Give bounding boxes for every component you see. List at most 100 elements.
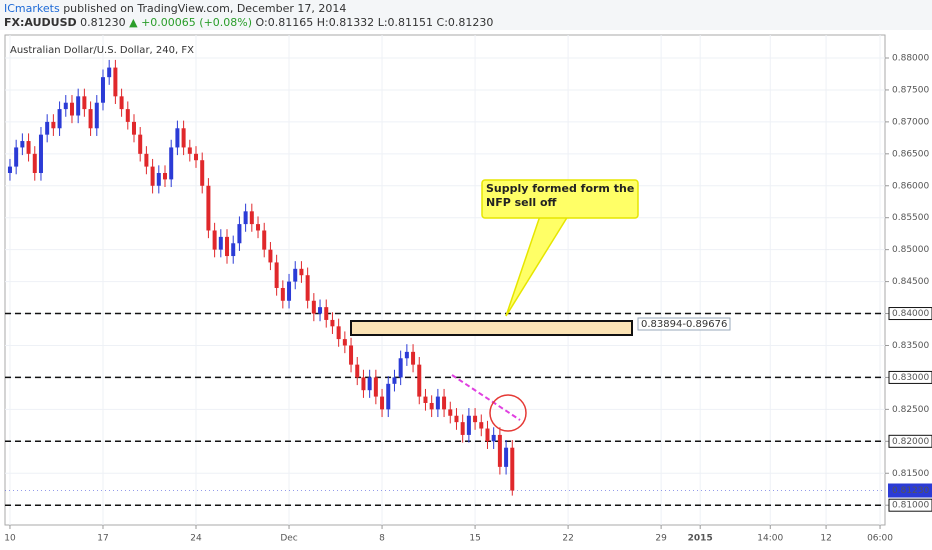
change: +0.00065 (+0.08%) (141, 16, 252, 29)
candle-body (485, 428, 490, 442)
quote-line: FX:AUDUSD 0.81230 ▲ +0.00065 (+0.08%) O:… (4, 16, 493, 29)
candle-body (280, 287, 285, 301)
candle-body (113, 67, 118, 97)
trend-line (451, 374, 521, 421)
candle-body (479, 422, 484, 429)
candle-body (169, 147, 174, 180)
y-tick-label: 0.82500 (892, 405, 929, 415)
candle-body (131, 121, 136, 135)
callout-box (481, 179, 639, 219)
candle-body (305, 275, 310, 301)
header-line: ICmarkets published on TradingView.com, … (4, 2, 346, 15)
candle-body (45, 121, 50, 135)
y-tick-label: 0.81500 (892, 469, 929, 479)
candle-body (69, 102, 74, 116)
candle-body (7, 166, 12, 173)
candle-body (144, 153, 149, 167)
last-price-box (888, 483, 932, 498)
y-tick-label: 0.82000 (892, 437, 929, 447)
high: H:0.81332 (317, 16, 374, 29)
candle-body (268, 249, 273, 263)
supply-zone (350, 320, 633, 336)
candle-body (187, 147, 192, 154)
candle-body (361, 377, 366, 391)
candle-body (57, 109, 62, 129)
candle-body (448, 409, 453, 416)
candle-body (26, 141, 31, 154)
candle-body (367, 377, 372, 391)
candle-body (423, 396, 428, 403)
level-label-box (888, 434, 932, 448)
y-tick-label: 0.87500 (892, 85, 929, 95)
candle-body (138, 134, 143, 154)
y-tick-label: 0.86500 (892, 149, 929, 159)
candle-body (14, 147, 19, 167)
candle-body (336, 326, 341, 340)
callout-text-box: Supply formed form the NFP sell off (486, 182, 634, 209)
close: C:0.81230 (437, 16, 494, 29)
y-tick-label: 0.86000 (892, 181, 929, 191)
candle-body (435, 396, 440, 410)
x-tick-label: 24 (190, 534, 202, 544)
y-tick-label: 0.85000 (892, 245, 929, 255)
y-tick-label: 0.84500 (892, 277, 929, 287)
candle-body (287, 281, 292, 301)
candle-body (156, 172, 161, 186)
y-tick-label: 0.87000 (892, 117, 929, 127)
candle-body (200, 160, 205, 186)
candle-body (504, 447, 509, 467)
candle-body (330, 319, 335, 327)
candle-body (398, 358, 403, 378)
candle-body (355, 364, 360, 378)
candle-body (373, 377, 378, 397)
candle-body (510, 447, 515, 491)
candle-body (473, 415, 478, 423)
candle-body (460, 422, 465, 435)
y-tick-label: 0.81000 (892, 501, 929, 511)
price: 0.81230 (80, 16, 126, 29)
candle-body (342, 339, 347, 346)
candle-body (38, 134, 43, 173)
y-tick-label: 0.84000 (892, 309, 929, 319)
y-tick-label: 0.85500 (892, 213, 929, 223)
candle-body (411, 351, 416, 365)
candle-body (163, 172, 167, 180)
y-tick-label: 0.88000 (892, 53, 929, 63)
y-tick-label: 0.83000 (892, 373, 929, 383)
symbol: FX:AUDUSD (4, 16, 77, 29)
candle-body (225, 236, 230, 257)
candle-body (417, 364, 422, 397)
candle-body (318, 307, 323, 314)
candle-body (311, 300, 316, 314)
header-bar (0, 0, 932, 30)
candle-body (32, 153, 37, 173)
candle-body (218, 236, 223, 250)
candle-body (392, 377, 397, 384)
candle-body (231, 243, 236, 257)
x-tick-label: 06:00 (867, 534, 893, 544)
candle-body (107, 67, 112, 78)
x-tick-label: 29 (655, 534, 667, 544)
x-tick-label: 15 (469, 534, 480, 544)
candle-body (181, 128, 186, 148)
highlight-circle (489, 394, 527, 432)
zone-label: 0.83894-0.89676 (641, 319, 727, 330)
x-tick-label: 14:00 (757, 534, 783, 544)
candle-body (94, 102, 99, 129)
x-tick-label: 2015 (688, 534, 713, 544)
x-tick-label: 10 (4, 534, 16, 544)
up-arrow: ▲ (129, 16, 138, 29)
level-label-box (888, 370, 932, 384)
candle-body (380, 396, 385, 410)
x-tick-label: Dec (280, 534, 297, 544)
y-tick-label: 0.83500 (892, 341, 929, 351)
author[interactable]: ICmarkets (4, 2, 60, 15)
candle-body (256, 224, 261, 231)
published: published on TradingView.com, December 1… (63, 2, 346, 15)
candle-body (454, 415, 459, 423)
candle-body (299, 268, 304, 276)
candle-body (429, 402, 434, 410)
candle-body (150, 166, 155, 186)
candle-body (262, 230, 267, 250)
